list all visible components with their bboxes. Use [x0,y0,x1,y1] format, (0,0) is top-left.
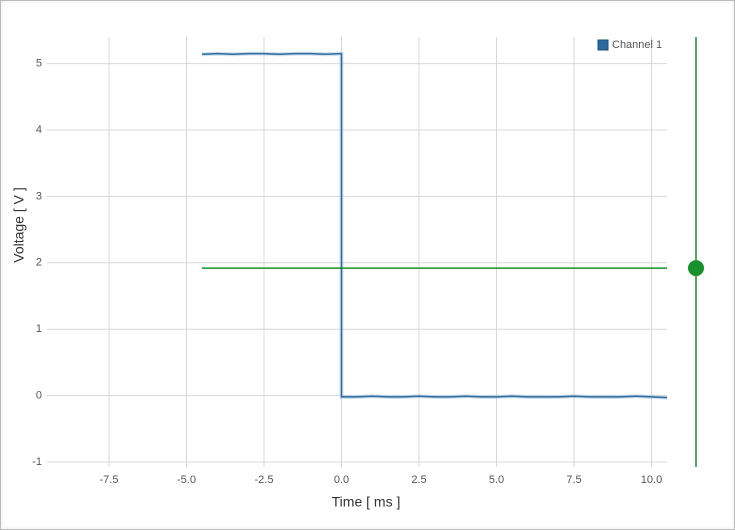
signal-trace [201,52,668,399]
x-tick-label: 0.0 [334,474,349,486]
trigger-handle[interactable] [688,260,704,277]
x-tick-label: 7.5 [566,474,581,486]
y-tick-label: 2 [36,257,42,269]
legend-swatch[interactable] [597,39,609,51]
x-axis-title: Time [ ms ] [332,494,401,510]
y-tick-label: 0 [36,390,42,402]
panel [3,3,732,527]
y-axis-title: Voltage [ V ] [11,187,27,263]
x-tick-label: -2.5 [255,474,274,486]
x-tick-label: -7.5 [100,474,119,486]
y-tick-label: 4 [36,124,42,136]
x-tick-label: 10.0 [641,474,662,486]
y-tick-label: -1 [32,456,42,468]
y-tick-label: 3 [36,190,42,202]
y-tick-label: 5 [36,57,42,69]
x-tick-label: 2.5 [411,474,426,486]
legend-label: Channel 1 [612,39,662,51]
y-tick-label: 1 [36,323,42,335]
x-tick-label: 5.0 [489,474,504,486]
x-tick-label: -5.0 [177,474,196,486]
